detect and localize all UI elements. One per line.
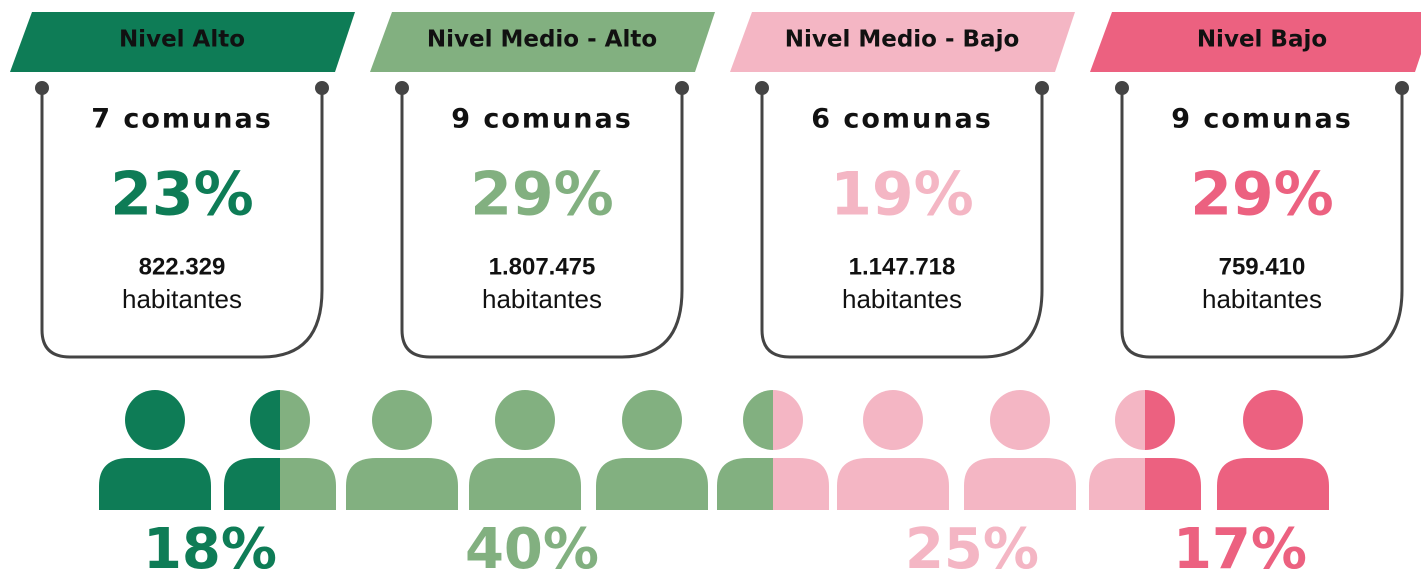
population: 1.147.718 bbox=[849, 253, 956, 280]
person-head bbox=[990, 390, 1050, 450]
person-part bbox=[346, 390, 458, 510]
distribution-percent: 25% bbox=[905, 517, 1039, 579]
person-icon bbox=[469, 390, 581, 510]
pin bbox=[315, 81, 329, 95]
person-part bbox=[1217, 390, 1329, 510]
population: 1.807.475 bbox=[489, 253, 596, 280]
person-part bbox=[1145, 390, 1201, 510]
person-part bbox=[224, 390, 280, 510]
person-head bbox=[125, 390, 185, 450]
person-part bbox=[280, 390, 336, 510]
person-body bbox=[964, 458, 1076, 510]
person-part bbox=[773, 390, 829, 510]
person-head bbox=[1243, 390, 1303, 450]
pin bbox=[395, 81, 409, 95]
card-frame bbox=[760, 88, 1044, 359]
person-body bbox=[1089, 458, 1145, 510]
person-icon bbox=[837, 390, 949, 510]
percent: 23% bbox=[110, 160, 254, 230]
level-card: Nivel Bajo 9 comunas 29% 759.410 habitantes bbox=[1090, 12, 1421, 359]
unit: habitantes bbox=[482, 284, 602, 314]
person-part bbox=[1089, 390, 1145, 510]
person-head bbox=[250, 390, 280, 450]
comunas: 7 comunas bbox=[91, 104, 273, 135]
person-part bbox=[596, 390, 708, 510]
pin bbox=[675, 81, 689, 95]
person-body bbox=[596, 458, 708, 510]
person-body bbox=[1217, 458, 1329, 510]
person-part bbox=[837, 390, 949, 510]
person-body bbox=[773, 458, 829, 510]
person-body bbox=[99, 458, 211, 510]
person-icon bbox=[596, 390, 708, 510]
person-icon bbox=[1089, 390, 1201, 510]
person-head bbox=[1115, 390, 1145, 450]
distribution-percent: 40% bbox=[465, 517, 599, 579]
person-body bbox=[1145, 458, 1201, 510]
person-part bbox=[469, 390, 581, 510]
banner-label: Nivel Medio - Bajo bbox=[785, 27, 1020, 53]
unit: habitantes bbox=[842, 284, 962, 314]
person-body bbox=[469, 458, 581, 510]
person-body bbox=[346, 458, 458, 510]
person-icon bbox=[99, 390, 211, 510]
distribution-percent: 17% bbox=[1173, 517, 1307, 579]
percent: 19% bbox=[830, 160, 974, 230]
comunas: 6 comunas bbox=[811, 104, 993, 135]
pin bbox=[35, 81, 49, 95]
person-icon bbox=[964, 390, 1076, 510]
card-frame bbox=[40, 88, 324, 359]
person-head bbox=[863, 390, 923, 450]
banner-label: Nivel Bajo bbox=[1197, 27, 1327, 53]
person-part bbox=[99, 390, 211, 510]
population: 822.329 bbox=[139, 253, 226, 280]
comunas: 9 comunas bbox=[451, 104, 633, 135]
person-part bbox=[964, 390, 1076, 510]
banner-label: Nivel Medio - Alto bbox=[427, 27, 657, 53]
pin bbox=[1115, 81, 1129, 95]
card-frame bbox=[400, 88, 684, 359]
person-body bbox=[837, 458, 949, 510]
percent: 29% bbox=[1190, 160, 1334, 230]
person-icon bbox=[717, 390, 829, 510]
population: 759.410 bbox=[1219, 253, 1306, 280]
banner bbox=[10, 12, 355, 72]
level-card: Nivel Alto 7 comunas 23% 822.329 habitantes bbox=[10, 12, 355, 359]
person-body bbox=[717, 458, 773, 510]
pin bbox=[755, 81, 769, 95]
person-head bbox=[372, 390, 432, 450]
person-part bbox=[717, 390, 773, 510]
person-body bbox=[224, 458, 280, 510]
person-head bbox=[743, 390, 773, 450]
percent: 29% bbox=[470, 160, 614, 230]
person-icon bbox=[346, 390, 458, 510]
person-head bbox=[280, 390, 310, 450]
unit: habitantes bbox=[122, 284, 242, 314]
card-frame bbox=[1120, 88, 1404, 359]
person-icon bbox=[224, 390, 336, 510]
pin bbox=[1395, 81, 1409, 95]
unit: habitantes bbox=[1202, 284, 1322, 314]
person-head bbox=[495, 390, 555, 450]
person-head bbox=[622, 390, 682, 450]
person-body bbox=[280, 458, 336, 510]
banner-label: Nivel Alto bbox=[119, 27, 245, 53]
pin bbox=[1035, 81, 1049, 95]
person-icon bbox=[1217, 390, 1329, 510]
banner bbox=[370, 12, 715, 72]
banner bbox=[730, 12, 1075, 72]
person-head bbox=[1145, 390, 1175, 450]
person-head bbox=[773, 390, 803, 450]
distribution-percent: 18% bbox=[143, 517, 277, 579]
banner bbox=[1090, 12, 1421, 72]
level-card: Nivel Medio - Alto 9 comunas 29% 1.807.475 h… bbox=[370, 12, 715, 359]
comunas: 9 comunas bbox=[1171, 104, 1353, 135]
level-card: Nivel Medio - Bajo 6 comunas 19% 1.147.718 h… bbox=[730, 12, 1075, 359]
